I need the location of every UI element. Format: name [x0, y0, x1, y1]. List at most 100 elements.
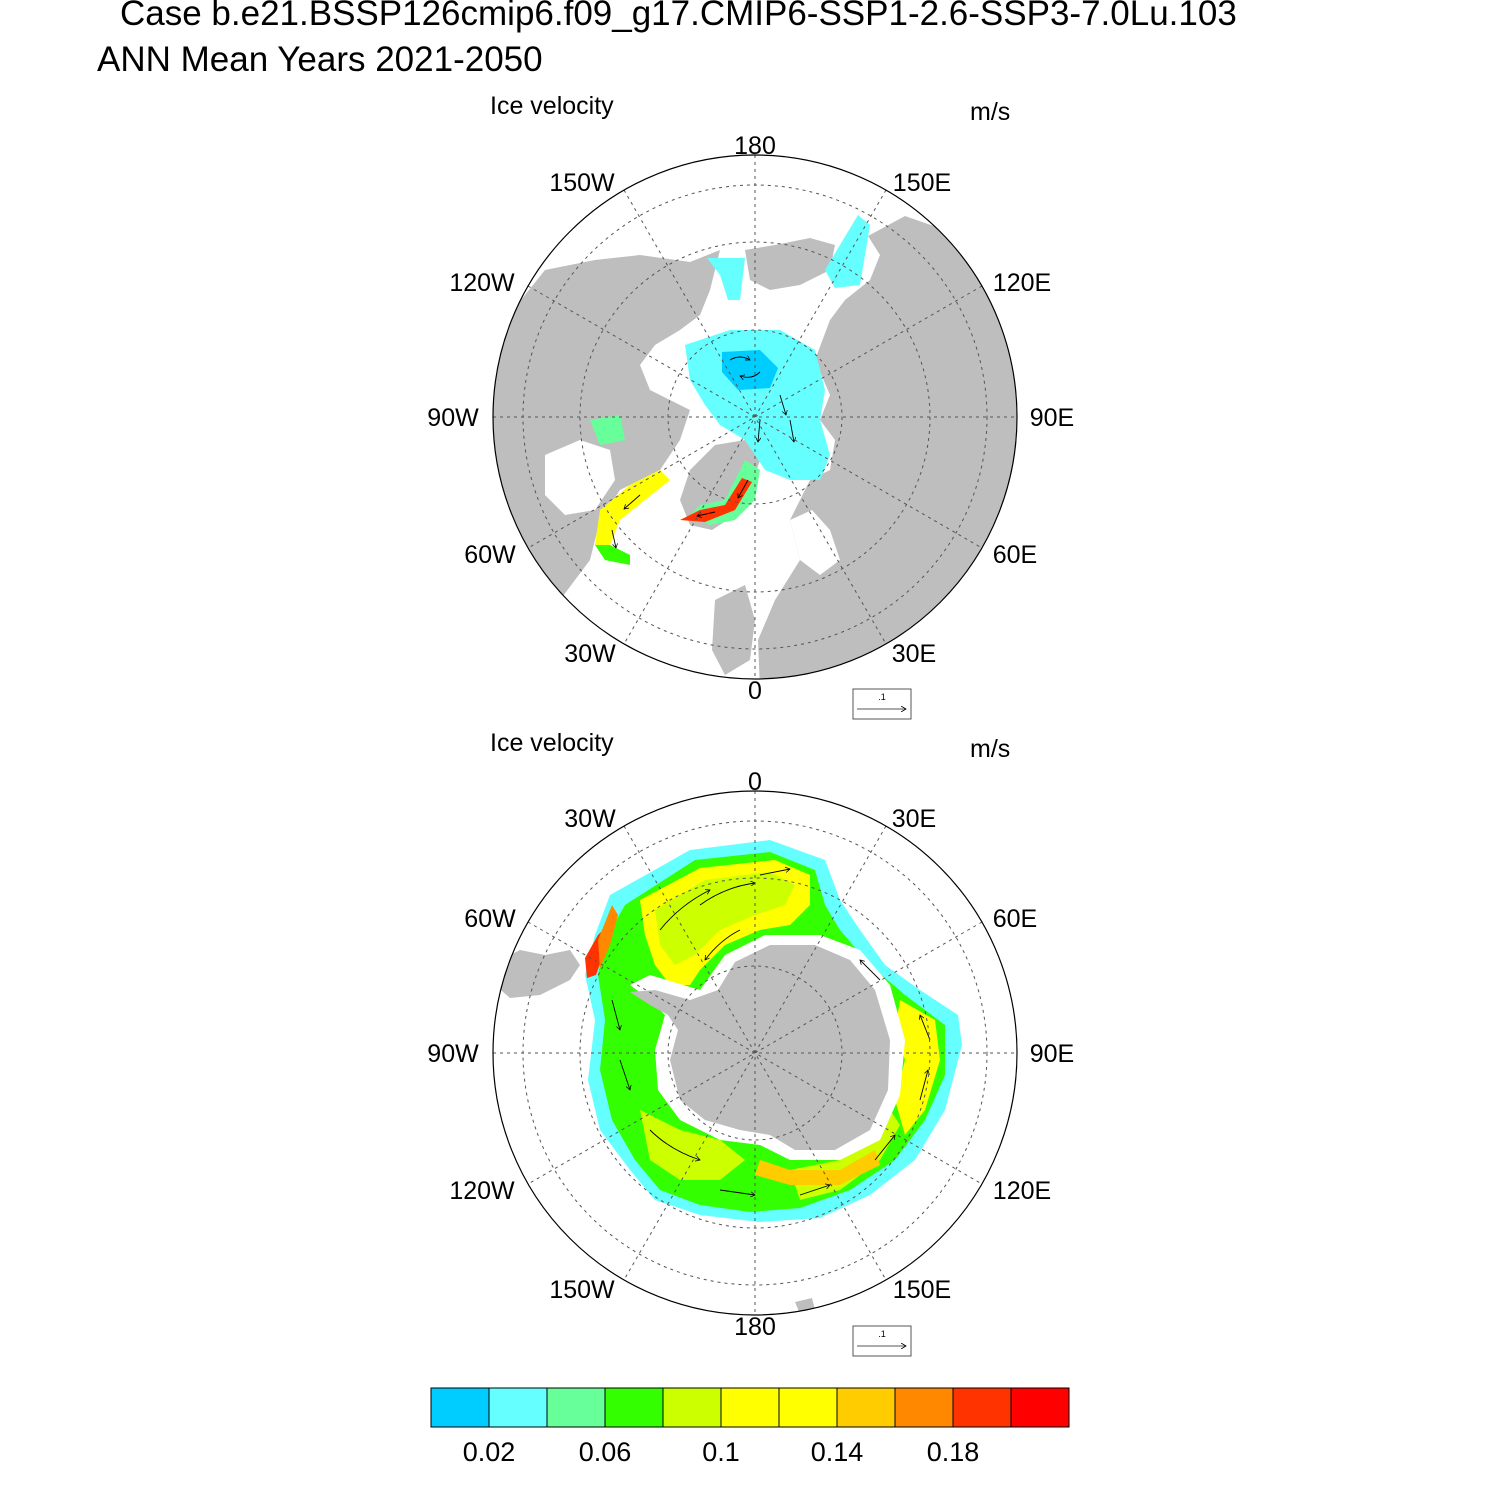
ross-sea-yellow: [640, 1110, 745, 1180]
antarctica-landmass: [630, 945, 890, 1150]
weddell-gyre-lime: [655, 872, 795, 965]
coastal-orange-rim: [755, 1150, 880, 1185]
vector: [759, 869, 790, 876]
lon-label: 30E: [892, 805, 936, 833]
okhotsk-ice: [825, 215, 870, 288]
reference-vector-label: .1: [878, 1329, 886, 1339]
lon-label: 120W: [449, 1177, 515, 1205]
vector: [611, 529, 616, 548]
east-greenland-current: [680, 478, 752, 522]
reference-vector-label: .1: [878, 692, 886, 702]
colorbar-swatch: [720, 1387, 780, 1428]
colorbar-swatch: [662, 1387, 722, 1428]
lon-label: 120W: [449, 269, 515, 297]
south-map-border: [492, 790, 1018, 1316]
lon-label: 180: [734, 132, 776, 160]
mean-title: ANN Mean Years 2021-2050: [97, 40, 543, 79]
colorbar-tick-label: 0.02: [463, 1437, 516, 1467]
lon-label: 90E: [1030, 1040, 1074, 1068]
colorbar-swatch: [778, 1387, 838, 1428]
hudson-ice: [590, 415, 625, 445]
colorbar: 0.02 0.06 0.1 0.14 0.18: [430, 1387, 1070, 1467]
beaufort-gyre: [722, 350, 778, 390]
south-vectors: [611, 869, 931, 1196]
south-land: [495, 945, 890, 1314]
vector: [920, 1015, 931, 1041]
vector: [874, 1135, 895, 1161]
peninsula-orange: [598, 905, 618, 968]
lon-label: 120E: [993, 1177, 1051, 1205]
scandinavia: [790, 510, 840, 575]
north-graticule: [493, 155, 1017, 679]
labrador-ice: [595, 545, 630, 565]
case-title: Case b.e21.BSSP126cmip6.f09_g17.CMIP6-SS…: [120, 0, 1237, 33]
vector: [729, 357, 750, 361]
lon-label: 120E: [993, 269, 1051, 297]
vector: [799, 1185, 830, 1196]
north-lon-labels: 180 150E 120E 90E 60E 30E 0 30W 60W 90W …: [427, 132, 1074, 705]
south-america-tip: [495, 950, 580, 998]
bering-ice: [707, 258, 745, 300]
lon-label: 150W: [549, 169, 615, 197]
vector: [779, 394, 786, 415]
colorbar-swatch: [1010, 1387, 1070, 1428]
lon-label: 90W: [427, 404, 479, 432]
north-panel-title: Ice velocity: [490, 92, 614, 120]
colorbar-swatch: [836, 1387, 896, 1428]
baffin-bay-ice: [595, 470, 670, 545]
colorbar-swatch: [546, 1387, 606, 1428]
vector: [740, 371, 761, 377]
south-panel-title: Ice velocity: [490, 729, 614, 757]
vector: [758, 419, 760, 442]
lon-label: 0: [748, 768, 762, 796]
colorbar-swatch: [488, 1387, 548, 1428]
vector: [738, 479, 749, 498]
colorbar-tick-label: 0.1: [702, 1437, 740, 1467]
colorbar-swatch: [604, 1387, 664, 1428]
siberia-landmass: [745, 238, 835, 290]
north-map-border: [492, 154, 1018, 680]
colorbar-tick-label: 0.06: [579, 1437, 632, 1467]
vector: [611, 999, 620, 1030]
lon-label: 30E: [892, 640, 936, 668]
vector: [659, 890, 710, 931]
north-panel-units: m/s: [970, 98, 1011, 126]
vector: [860, 960, 881, 981]
lon-label: 30W: [564, 640, 616, 668]
south-graticule: [493, 791, 1017, 1315]
vector: [919, 1070, 928, 1101]
vector: [719, 1189, 755, 1195]
lon-label: 0: [748, 677, 762, 705]
lon-label: 150W: [549, 1276, 615, 1304]
north-polar-map: 180 150E 120E 90E 60E 30E 0 30W 60W 90W …: [427, 132, 1074, 720]
vector: [697, 511, 716, 516]
vector: [619, 1059, 630, 1090]
lon-label: 30W: [564, 805, 616, 833]
vector: [705, 929, 741, 960]
north-vectors: [611, 357, 794, 548]
eurasia-landmass: [758, 216, 1017, 679]
vector: [624, 494, 641, 509]
lon-label: 60E: [993, 541, 1037, 569]
lon-label: 60W: [464, 541, 516, 569]
south-panel-units: m/s: [970, 735, 1011, 763]
lon-label: 90W: [427, 1040, 479, 1068]
colorbar-tick-label: 0.14: [811, 1437, 864, 1467]
colorbar-swatch: [430, 1387, 490, 1428]
south-polar-map: 0 30E 60E 90E 120E 150E 180 150W 120W 90…: [427, 768, 1074, 1357]
hudson-bay: [545, 440, 615, 515]
lon-label: 60E: [993, 905, 1037, 933]
lon-label: 150E: [893, 1276, 951, 1304]
vector: [789, 419, 794, 442]
lon-label: 180: [734, 1313, 776, 1341]
vector: [699, 883, 755, 906]
colorbar-swatch: [952, 1387, 1012, 1428]
lon-label: 150E: [893, 169, 951, 197]
vector: [649, 1129, 700, 1160]
south-reference-vector: .1: [852, 1325, 912, 1357]
colorbar-swatch: [894, 1387, 954, 1428]
colorbar-tick-label: 0.18: [927, 1437, 980, 1467]
europe-landmass: [712, 585, 755, 675]
lon-label: 60W: [464, 905, 516, 933]
